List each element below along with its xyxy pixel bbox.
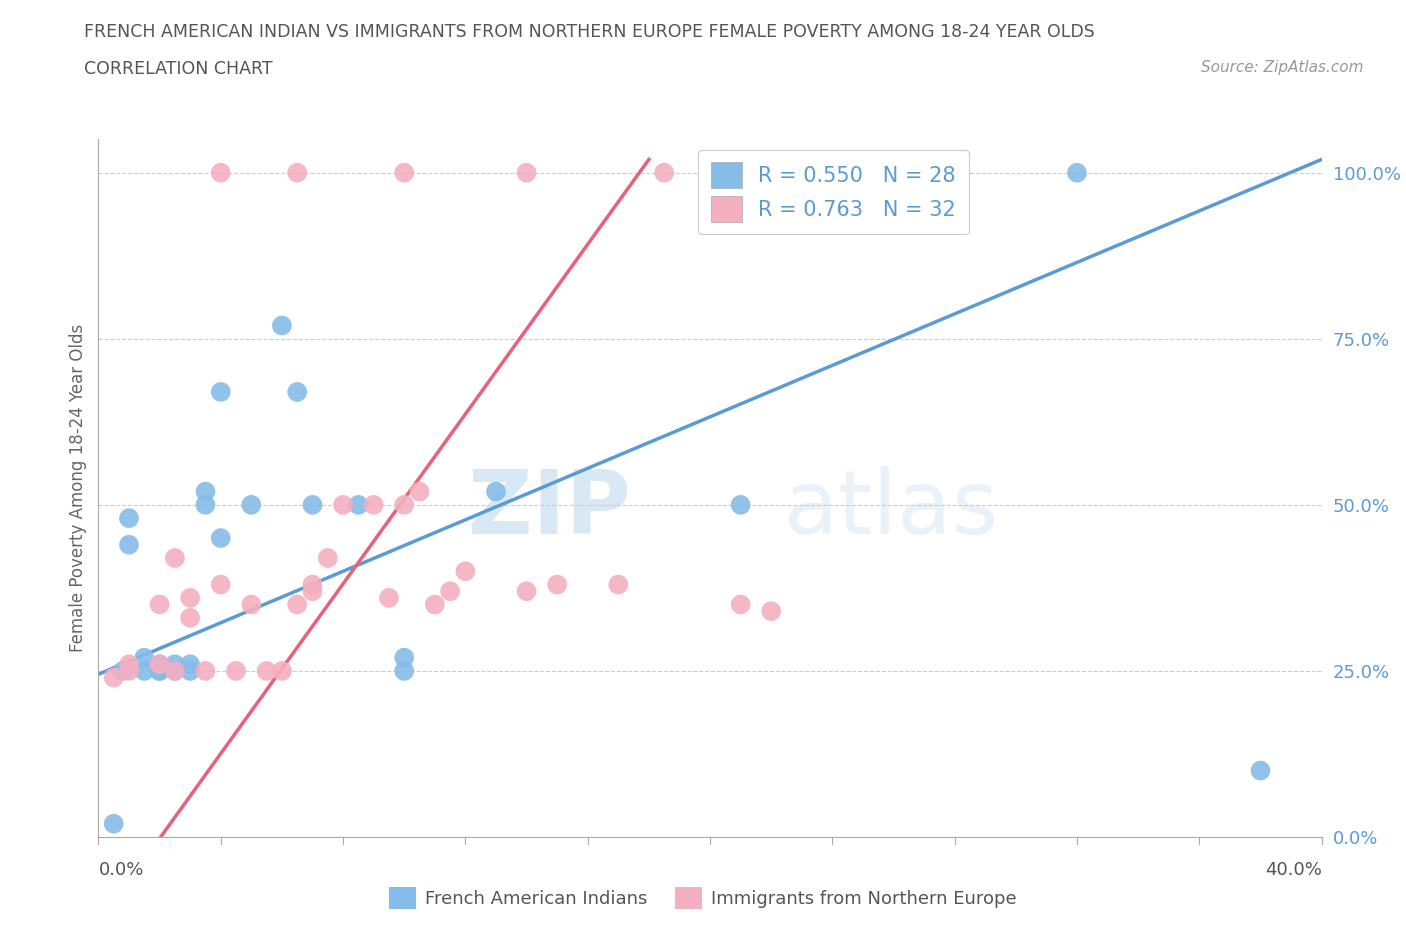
Point: [316, 551, 339, 565]
Point: [163, 551, 186, 565]
Point: [149, 657, 172, 671]
Point: [546, 578, 568, 592]
Point: [423, 597, 446, 612]
Point: [149, 597, 172, 612]
Legend: French American Indians, Immigrants from Northern Europe: French American Indians, Immigrants from…: [382, 880, 1024, 916]
Point: [103, 671, 125, 685]
Text: ZIP: ZIP: [468, 466, 630, 552]
Point: [378, 591, 401, 605]
Point: [194, 485, 217, 499]
Point: [301, 498, 323, 512]
Point: [149, 663, 172, 678]
Point: [225, 663, 247, 678]
Point: [111, 663, 134, 678]
Point: [240, 498, 263, 512]
Text: 40.0%: 40.0%: [1265, 861, 1322, 880]
Point: [408, 485, 430, 499]
Point: [392, 650, 416, 665]
Point: [485, 485, 508, 499]
Point: [194, 663, 217, 678]
Point: [118, 663, 141, 678]
Point: [454, 564, 477, 578]
Point: [392, 498, 416, 512]
Point: [285, 384, 308, 399]
Point: [392, 166, 416, 180]
Text: Source: ZipAtlas.com: Source: ZipAtlas.com: [1201, 60, 1364, 75]
Point: [209, 531, 232, 546]
Point: [134, 663, 156, 678]
Point: [392, 663, 416, 678]
Point: [118, 511, 141, 525]
Point: [516, 584, 538, 599]
Point: [730, 498, 752, 512]
Point: [285, 597, 308, 612]
Point: [179, 610, 201, 625]
Y-axis label: Female Poverty Among 18-24 Year Olds: Female Poverty Among 18-24 Year Olds: [69, 325, 87, 652]
Legend: R = 0.550   N = 28, R = 0.763   N = 32: R = 0.550 N = 28, R = 0.763 N = 32: [697, 150, 969, 234]
Point: [134, 650, 156, 665]
Point: [163, 657, 186, 671]
Point: [149, 663, 172, 678]
Point: [1249, 764, 1271, 778]
Point: [256, 663, 278, 678]
Point: [363, 498, 385, 512]
Point: [149, 657, 172, 671]
Text: CORRELATION CHART: CORRELATION CHART: [84, 60, 273, 78]
Point: [1066, 166, 1088, 180]
Point: [163, 663, 186, 678]
Text: atlas: atlas: [783, 466, 998, 552]
Point: [118, 538, 141, 552]
Point: [439, 584, 461, 599]
Point: [301, 578, 323, 592]
Point: [332, 498, 354, 512]
Point: [163, 663, 186, 678]
Point: [194, 498, 217, 512]
Point: [270, 663, 292, 678]
Point: [209, 166, 232, 180]
Text: 0.0%: 0.0%: [98, 861, 143, 880]
Point: [179, 591, 201, 605]
Point: [759, 604, 782, 618]
Point: [730, 597, 752, 612]
Point: [209, 578, 232, 592]
Point: [607, 578, 630, 592]
Text: FRENCH AMERICAN INDIAN VS IMMIGRANTS FROM NORTHERN EUROPE FEMALE POVERTY AMONG 1: FRENCH AMERICAN INDIAN VS IMMIGRANTS FRO…: [84, 23, 1095, 41]
Point: [285, 166, 308, 180]
Point: [301, 584, 323, 599]
Point: [103, 817, 125, 831]
Point: [883, 166, 905, 180]
Point: [652, 166, 675, 180]
Point: [209, 384, 232, 399]
Point: [516, 166, 538, 180]
Point: [347, 498, 370, 512]
Point: [179, 663, 201, 678]
Point: [270, 318, 292, 333]
Point: [240, 597, 263, 612]
Point: [179, 657, 201, 671]
Point: [118, 657, 141, 671]
